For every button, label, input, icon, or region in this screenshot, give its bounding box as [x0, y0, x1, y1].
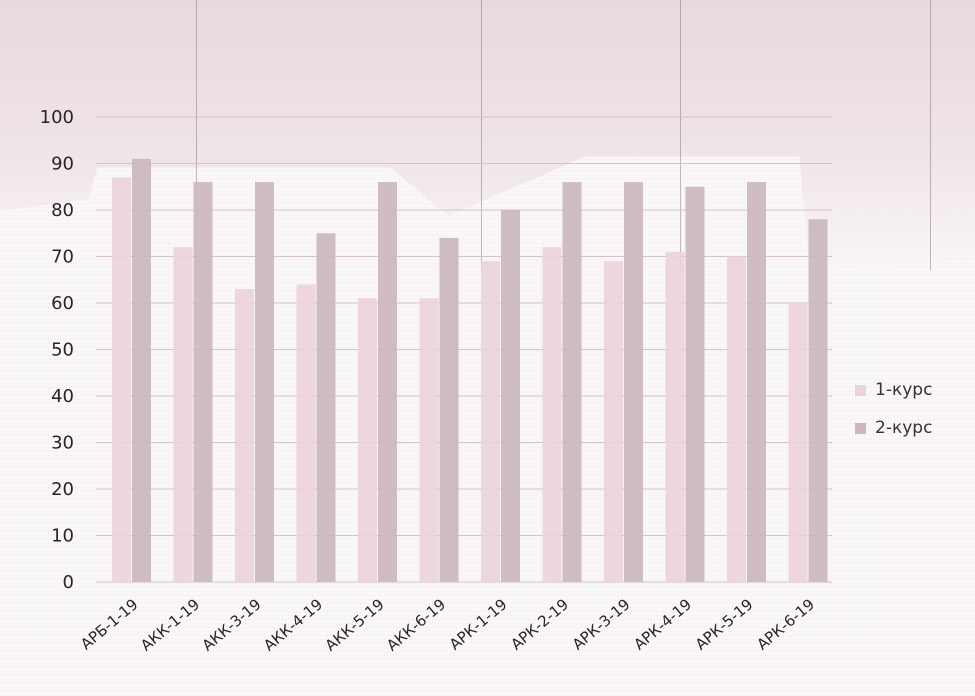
bar-1-12: [788, 303, 808, 582]
scan-line: [680, 0, 681, 270]
x-tick-label: АРК-1-19: [446, 595, 511, 653]
bar-2-1: [132, 158, 151, 582]
scan-line: [481, 0, 482, 270]
x-tick-label: АКК-5-19: [322, 595, 388, 654]
bar-2-11: [747, 182, 766, 582]
x-tick-label: АКК-6-19: [383, 595, 449, 654]
bar-2-8: [562, 182, 582, 582]
bar-1-8: [542, 247, 562, 582]
x-tick-label: АРК-4-19: [630, 595, 695, 653]
y-tick-label: 60: [51, 293, 74, 314]
x-tick-label: АКК-1-19: [137, 595, 203, 654]
legend-item-1: 1-курс: [855, 378, 965, 402]
bar-1-10: [665, 251, 685, 582]
bar-2-6: [439, 237, 459, 582]
bar-1-1: [112, 177, 131, 582]
scan-line: [930, 0, 931, 270]
x-tick-label: АРК-2-19: [507, 595, 572, 653]
x-tick-label: АРБ-1-19: [77, 595, 141, 653]
y-tick-label: 10: [51, 526, 74, 547]
scan-line: [196, 0, 197, 270]
bar-2-12: [808, 219, 828, 583]
y-tick-label: 40: [51, 386, 74, 407]
y-tick-label: 70: [51, 247, 74, 268]
bar-2-9: [624, 182, 643, 582]
bar-2-7: [501, 210, 520, 582]
bar-1-5: [358, 298, 377, 582]
y-tick-label: 20: [51, 479, 74, 500]
legend-swatch-1: [855, 384, 866, 396]
y-tick-label: 100: [40, 107, 74, 128]
y-axis: 0 10 20 30 40 50 60 70 80 90 100: [40, 107, 74, 593]
legend: 1-курс 2-курс: [855, 378, 965, 454]
y-tick-label: 50: [51, 340, 74, 361]
bar-1-4: [296, 284, 316, 582]
bar-2-10: [685, 186, 705, 582]
x-tick-label: АКК-4-19: [260, 595, 326, 654]
y-tick-label: 90: [51, 154, 74, 175]
y-tick-label: 80: [51, 200, 74, 221]
x-axis: АРБ-1-19АКК-1-19АКК-3-19АКК-4-19АКК-5-19…: [77, 595, 818, 654]
x-tick-label: АРК-3-19: [569, 595, 634, 653]
bars: [112, 158, 828, 583]
bar-2-3: [255, 182, 274, 582]
bar-1-7: [481, 261, 500, 582]
bar-1-11: [727, 256, 746, 582]
bar-1-3: [235, 289, 254, 582]
y-tick-label: 30: [51, 433, 74, 454]
legend-label-1: 1-курс: [875, 380, 933, 400]
bar-1-6: [419, 298, 439, 582]
bar-2-2: [193, 182, 213, 582]
bar-2-5: [378, 182, 397, 582]
y-tick-label: 0: [63, 572, 74, 593]
x-tick-label: АРК-6-19: [753, 595, 818, 653]
grid-lines: [96, 116, 832, 583]
x-tick-label: АРК-5-19: [692, 595, 757, 653]
bar-1-9: [604, 261, 623, 582]
legend-item-2: 2-курс: [855, 416, 965, 440]
bar-1-2: [173, 247, 193, 582]
legend-swatch-2: [855, 422, 866, 434]
legend-label-2: 2-курс: [875, 418, 933, 438]
bar-2-4: [316, 233, 336, 582]
x-tick-label: АКК-3-19: [199, 595, 265, 654]
